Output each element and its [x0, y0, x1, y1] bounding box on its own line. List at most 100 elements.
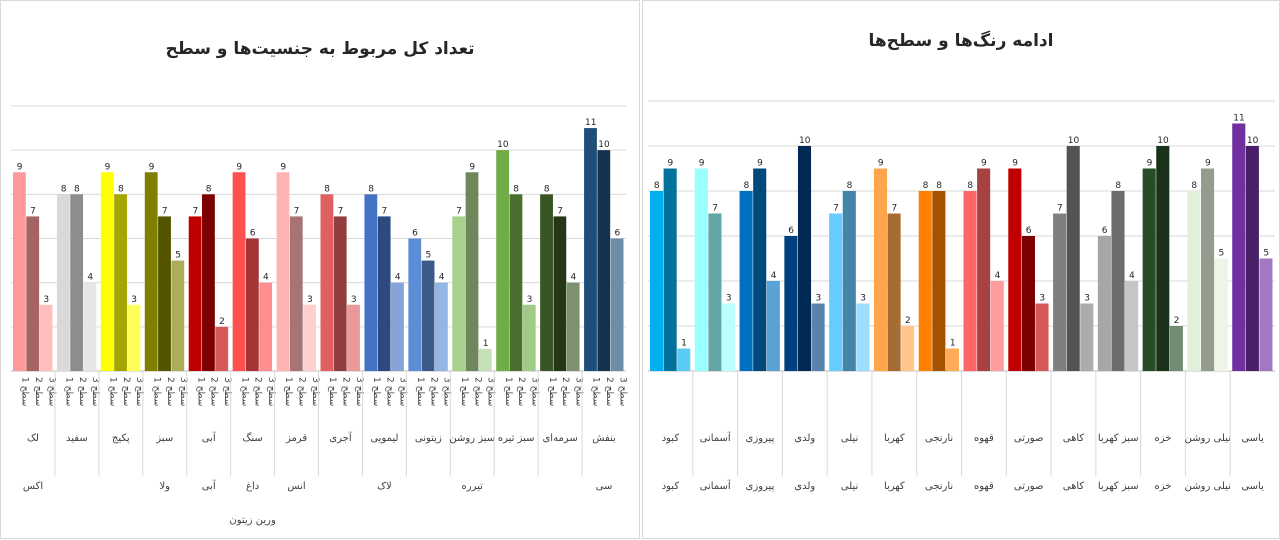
bar[interactable] [276, 172, 290, 371]
bar[interactable] [522, 304, 536, 371]
category-group-label: نیلی روشن [1185, 481, 1231, 492]
data-label: 9 [1205, 159, 1211, 169]
bar[interactable] [1201, 168, 1215, 372]
bar[interactable] [452, 216, 466, 371]
bar[interactable] [1214, 258, 1228, 372]
bar[interactable] [963, 191, 977, 371]
bar[interactable] [842, 191, 856, 371]
bar[interactable] [496, 150, 510, 371]
bar[interactable] [1245, 146, 1259, 371]
tick-label: سطح 1 [64, 377, 74, 406]
bar[interactable] [1053, 213, 1067, 372]
bar[interactable] [553, 216, 567, 371]
bar[interactable] [158, 216, 171, 371]
bar[interactable] [333, 216, 347, 371]
bar[interactable] [215, 326, 229, 371]
bar[interactable] [127, 304, 141, 371]
bar[interactable] [650, 191, 664, 371]
bar[interactable] [465, 172, 479, 371]
tick-label: سطح 3 [178, 377, 188, 406]
bar[interactable] [945, 348, 959, 372]
bar[interactable] [1125, 281, 1139, 371]
category-group-label: ولدی [794, 481, 815, 492]
bar[interactable] [1232, 123, 1246, 372]
bar[interactable] [259, 282, 273, 371]
bar[interactable] [901, 326, 915, 371]
bar[interactable] [70, 194, 84, 371]
category-label: سرمه‌ای [542, 433, 577, 444]
bar[interactable] [114, 194, 127, 371]
tick-label: سطح 1 [591, 377, 601, 406]
bar[interactable] [797, 146, 812, 371]
bar[interactable] [1035, 303, 1049, 372]
bar[interactable] [1156, 146, 1170, 371]
bar[interactable] [1187, 191, 1201, 371]
bar[interactable] [320, 194, 334, 371]
bar[interactable] [478, 348, 492, 371]
bar[interactable] [13, 172, 26, 371]
bar[interactable] [597, 150, 611, 371]
bar[interactable] [303, 304, 316, 371]
bar[interactable] [391, 282, 404, 371]
tick-label: سطح 1 [239, 377, 249, 406]
bar[interactable] [83, 282, 97, 371]
bar[interactable] [584, 128, 597, 371]
bar[interactable] [1097, 236, 1111, 371]
bar[interactable] [1021, 236, 1035, 371]
bar[interactable] [766, 281, 780, 371]
bar[interactable] [364, 194, 378, 371]
bar[interactable] [887, 213, 901, 372]
bar[interactable] [932, 191, 946, 371]
data-label: 2 [905, 316, 911, 326]
bar[interactable] [739, 191, 753, 371]
bar[interactable] [856, 303, 870, 372]
bar[interactable] [245, 238, 259, 372]
bar[interactable] [663, 168, 677, 372]
bar[interactable] [377, 216, 391, 371]
tick-label: سطح 2 [33, 377, 43, 406]
tick-label: سطح 3 [134, 377, 144, 406]
category-label: کبود [662, 433, 680, 444]
bar[interactable] [1169, 326, 1183, 371]
bar[interactable] [753, 168, 767, 372]
bar[interactable] [784, 236, 798, 371]
bar[interactable] [1066, 146, 1080, 371]
bar[interactable] [721, 303, 736, 372]
bar[interactable] [39, 304, 53, 371]
bar[interactable] [421, 260, 435, 371]
data-label: 5 [1263, 249, 1269, 259]
bar[interactable] [873, 168, 888, 372]
bar[interactable] [434, 282, 448, 371]
bar[interactable] [918, 191, 932, 371]
bar[interactable] [26, 216, 40, 371]
bar[interactable] [1259, 258, 1273, 372]
bar[interactable] [694, 168, 708, 372]
bar[interactable] [171, 260, 185, 371]
bar[interactable] [540, 194, 553, 371]
bar[interactable] [144, 172, 158, 371]
bar[interactable] [708, 213, 722, 372]
bar[interactable] [1008, 168, 1022, 372]
bar[interactable] [829, 213, 843, 372]
bar[interactable] [566, 282, 580, 371]
bar[interactable] [188, 216, 202, 371]
bar[interactable] [408, 238, 422, 372]
bar[interactable] [289, 216, 303, 371]
bar[interactable] [56, 194, 70, 371]
bar[interactable] [100, 172, 114, 371]
bar[interactable] [202, 194, 215, 371]
bar[interactable] [990, 281, 1004, 371]
bar[interactable] [1111, 191, 1125, 371]
bar[interactable] [811, 303, 825, 372]
bar[interactable] [347, 304, 360, 371]
category-label: لیمویی [370, 433, 398, 444]
bar[interactable] [677, 348, 691, 372]
category-group-label: لاک [377, 481, 392, 492]
bar[interactable] [1080, 303, 1094, 372]
tick-label: سطح 1 [415, 377, 425, 406]
bar[interactable] [1142, 168, 1156, 372]
bar[interactable] [977, 168, 991, 372]
bar[interactable] [610, 238, 624, 372]
bar[interactable] [232, 172, 246, 371]
bar[interactable] [509, 194, 523, 371]
